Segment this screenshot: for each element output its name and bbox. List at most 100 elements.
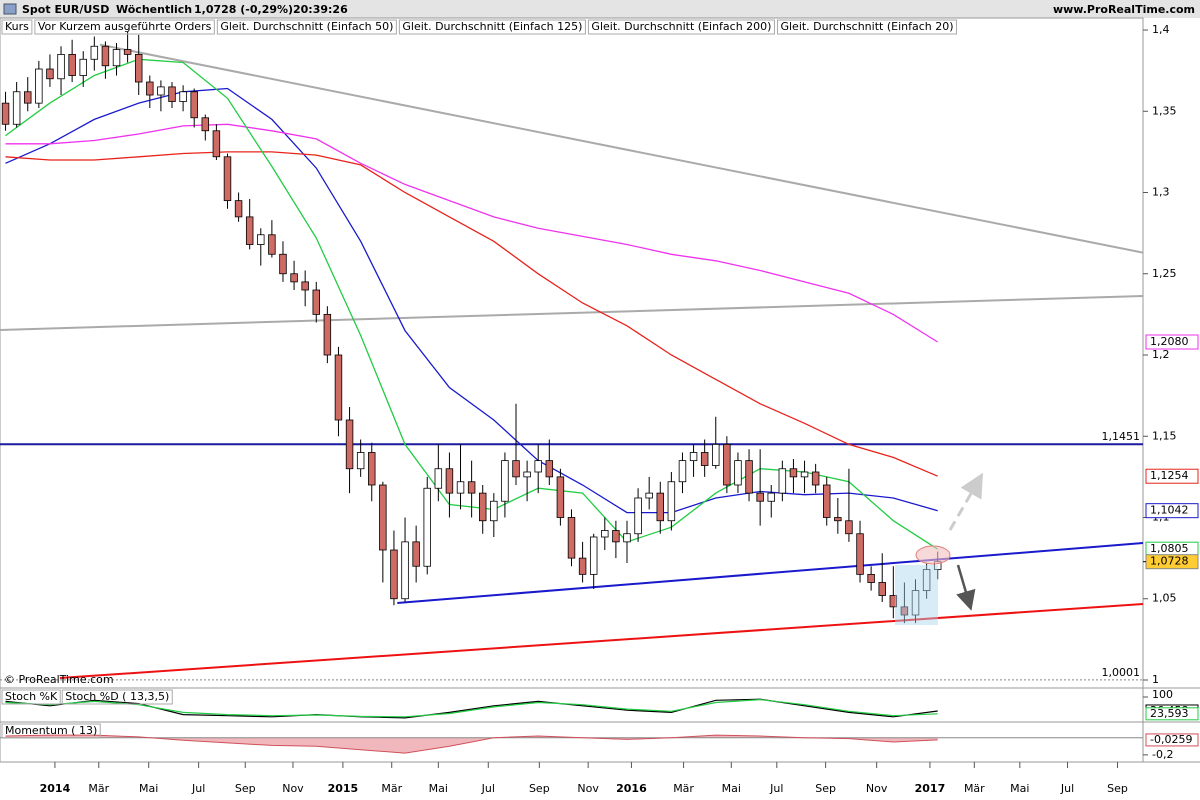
legend-entry: Gleit. Durchschnitt (Einfach 200)	[591, 20, 771, 33]
candle-body	[778, 468, 787, 494]
candle-body	[234, 200, 243, 218]
candle-body	[46, 68, 54, 80]
candle-body	[279, 253, 287, 275]
value-box-label: 1,1254	[1150, 469, 1189, 482]
candle-body	[811, 471, 820, 486]
legend-entry: Gleit. Durchschnitt (Einfach 50)	[220, 20, 393, 33]
candle-body	[612, 530, 620, 543]
x-tick-label: Nov	[866, 782, 888, 795]
site[interactable]: www.ProRealTime.com	[1053, 3, 1195, 16]
candle-body	[312, 289, 320, 315]
candle-body	[745, 460, 753, 494]
candle-body	[922, 569, 931, 592]
x-tick-label: Sep	[529, 782, 550, 795]
candle-body	[490, 500, 498, 522]
panel-label-box	[1, 723, 101, 739]
legend-entry: Gleit. Durchschnitt (Einfach 125)	[402, 20, 582, 33]
x-tick-label: Jul	[481, 782, 495, 795]
candle-body	[556, 476, 565, 518]
y-tick-label: 1,3	[1152, 186, 1170, 199]
value-box	[1145, 707, 1199, 721]
candle-body	[123, 49, 132, 55]
candle-body	[412, 541, 420, 567]
trend-line	[99, 43, 1143, 254]
legend-box	[398, 19, 586, 35]
candle-body	[24, 91, 32, 104]
candle-body	[112, 49, 121, 67]
quote: 1,0728 (-0,29%)	[194, 3, 293, 16]
value-box-label: 1,0805	[1150, 542, 1189, 555]
candle-body	[689, 452, 698, 462]
y-tick-label: 1,05	[1152, 592, 1177, 605]
candle-body	[623, 533, 631, 543]
highlight-box	[895, 565, 938, 625]
candle-body	[645, 492, 653, 499]
candle-body	[101, 45, 110, 67]
candle-body	[268, 234, 276, 255]
value-box	[1145, 733, 1199, 747]
candle-body	[501, 460, 509, 502]
legend-entry: Kurs	[5, 20, 29, 33]
y-tick-label: 1,15	[1152, 429, 1177, 442]
candle-body	[401, 541, 409, 600]
candle-body	[190, 91, 198, 119]
legend-box	[216, 19, 397, 35]
candle-body	[146, 81, 154, 96]
candle-body	[656, 492, 665, 522]
legend-box	[1, 19, 33, 35]
x-tick-label: Sep	[815, 782, 836, 795]
candle-body	[90, 45, 99, 60]
candle-body	[379, 484, 387, 551]
x-tick-label: Mai	[139, 782, 158, 795]
candle-body	[134, 53, 143, 83]
candle-body	[567, 517, 576, 559]
y-tick-label: 100	[1152, 688, 1173, 701]
legend-box	[34, 19, 215, 35]
candle-body	[767, 492, 775, 502]
plot-area	[0, 17, 1144, 763]
candle-body	[589, 536, 598, 575]
instrument: Spot EUR/USD	[22, 3, 109, 16]
candle-body	[723, 443, 731, 486]
momentum-area	[5, 735, 938, 754]
candle-body	[323, 313, 332, 356]
candle-body	[545, 460, 554, 478]
candle-body	[734, 460, 742, 486]
panel-label-box	[61, 689, 173, 705]
candle-body	[456, 481, 465, 494]
value-box-label: 1,1042	[1150, 504, 1189, 517]
candle-body	[512, 460, 520, 478]
candle-body	[201, 117, 210, 132]
candle-body	[678, 460, 687, 483]
candle-body	[35, 68, 43, 104]
candle-body	[834, 517, 842, 522]
candle-body	[434, 468, 443, 489]
y-tick-label: 1,4	[1152, 23, 1170, 36]
trend-line	[0, 295, 1143, 331]
candle-body	[634, 497, 642, 535]
candle-body	[478, 492, 487, 522]
candle-body	[223, 156, 232, 202]
candle-body	[867, 573, 875, 583]
x-tick-label: 2015	[328, 782, 359, 795]
y-tick-label: 1,25	[1152, 267, 1177, 280]
x-tick-label: Mär	[964, 782, 985, 795]
x-tick-label: Mai	[1010, 782, 1029, 795]
x-tick-label: 2016	[616, 782, 647, 795]
panel-label: Stoch %K	[5, 690, 58, 703]
panel-label-box	[1, 689, 61, 705]
panel-label: Momentum ( 13)	[5, 724, 97, 737]
candle-body	[878, 582, 886, 596]
candle-body	[245, 216, 254, 245]
x-tick-label: Jul	[1060, 782, 1074, 795]
candle-body	[667, 481, 676, 522]
level-label: 1,1451	[1102, 430, 1141, 443]
scenario-arrow-up	[948, 472, 983, 531]
x-tick-label: Sep	[1107, 782, 1128, 795]
window-icon[interactable]	[3, 3, 17, 15]
candle-body	[57, 53, 65, 80]
candle-body	[756, 492, 764, 502]
x-tick-label: Nov	[282, 782, 304, 795]
